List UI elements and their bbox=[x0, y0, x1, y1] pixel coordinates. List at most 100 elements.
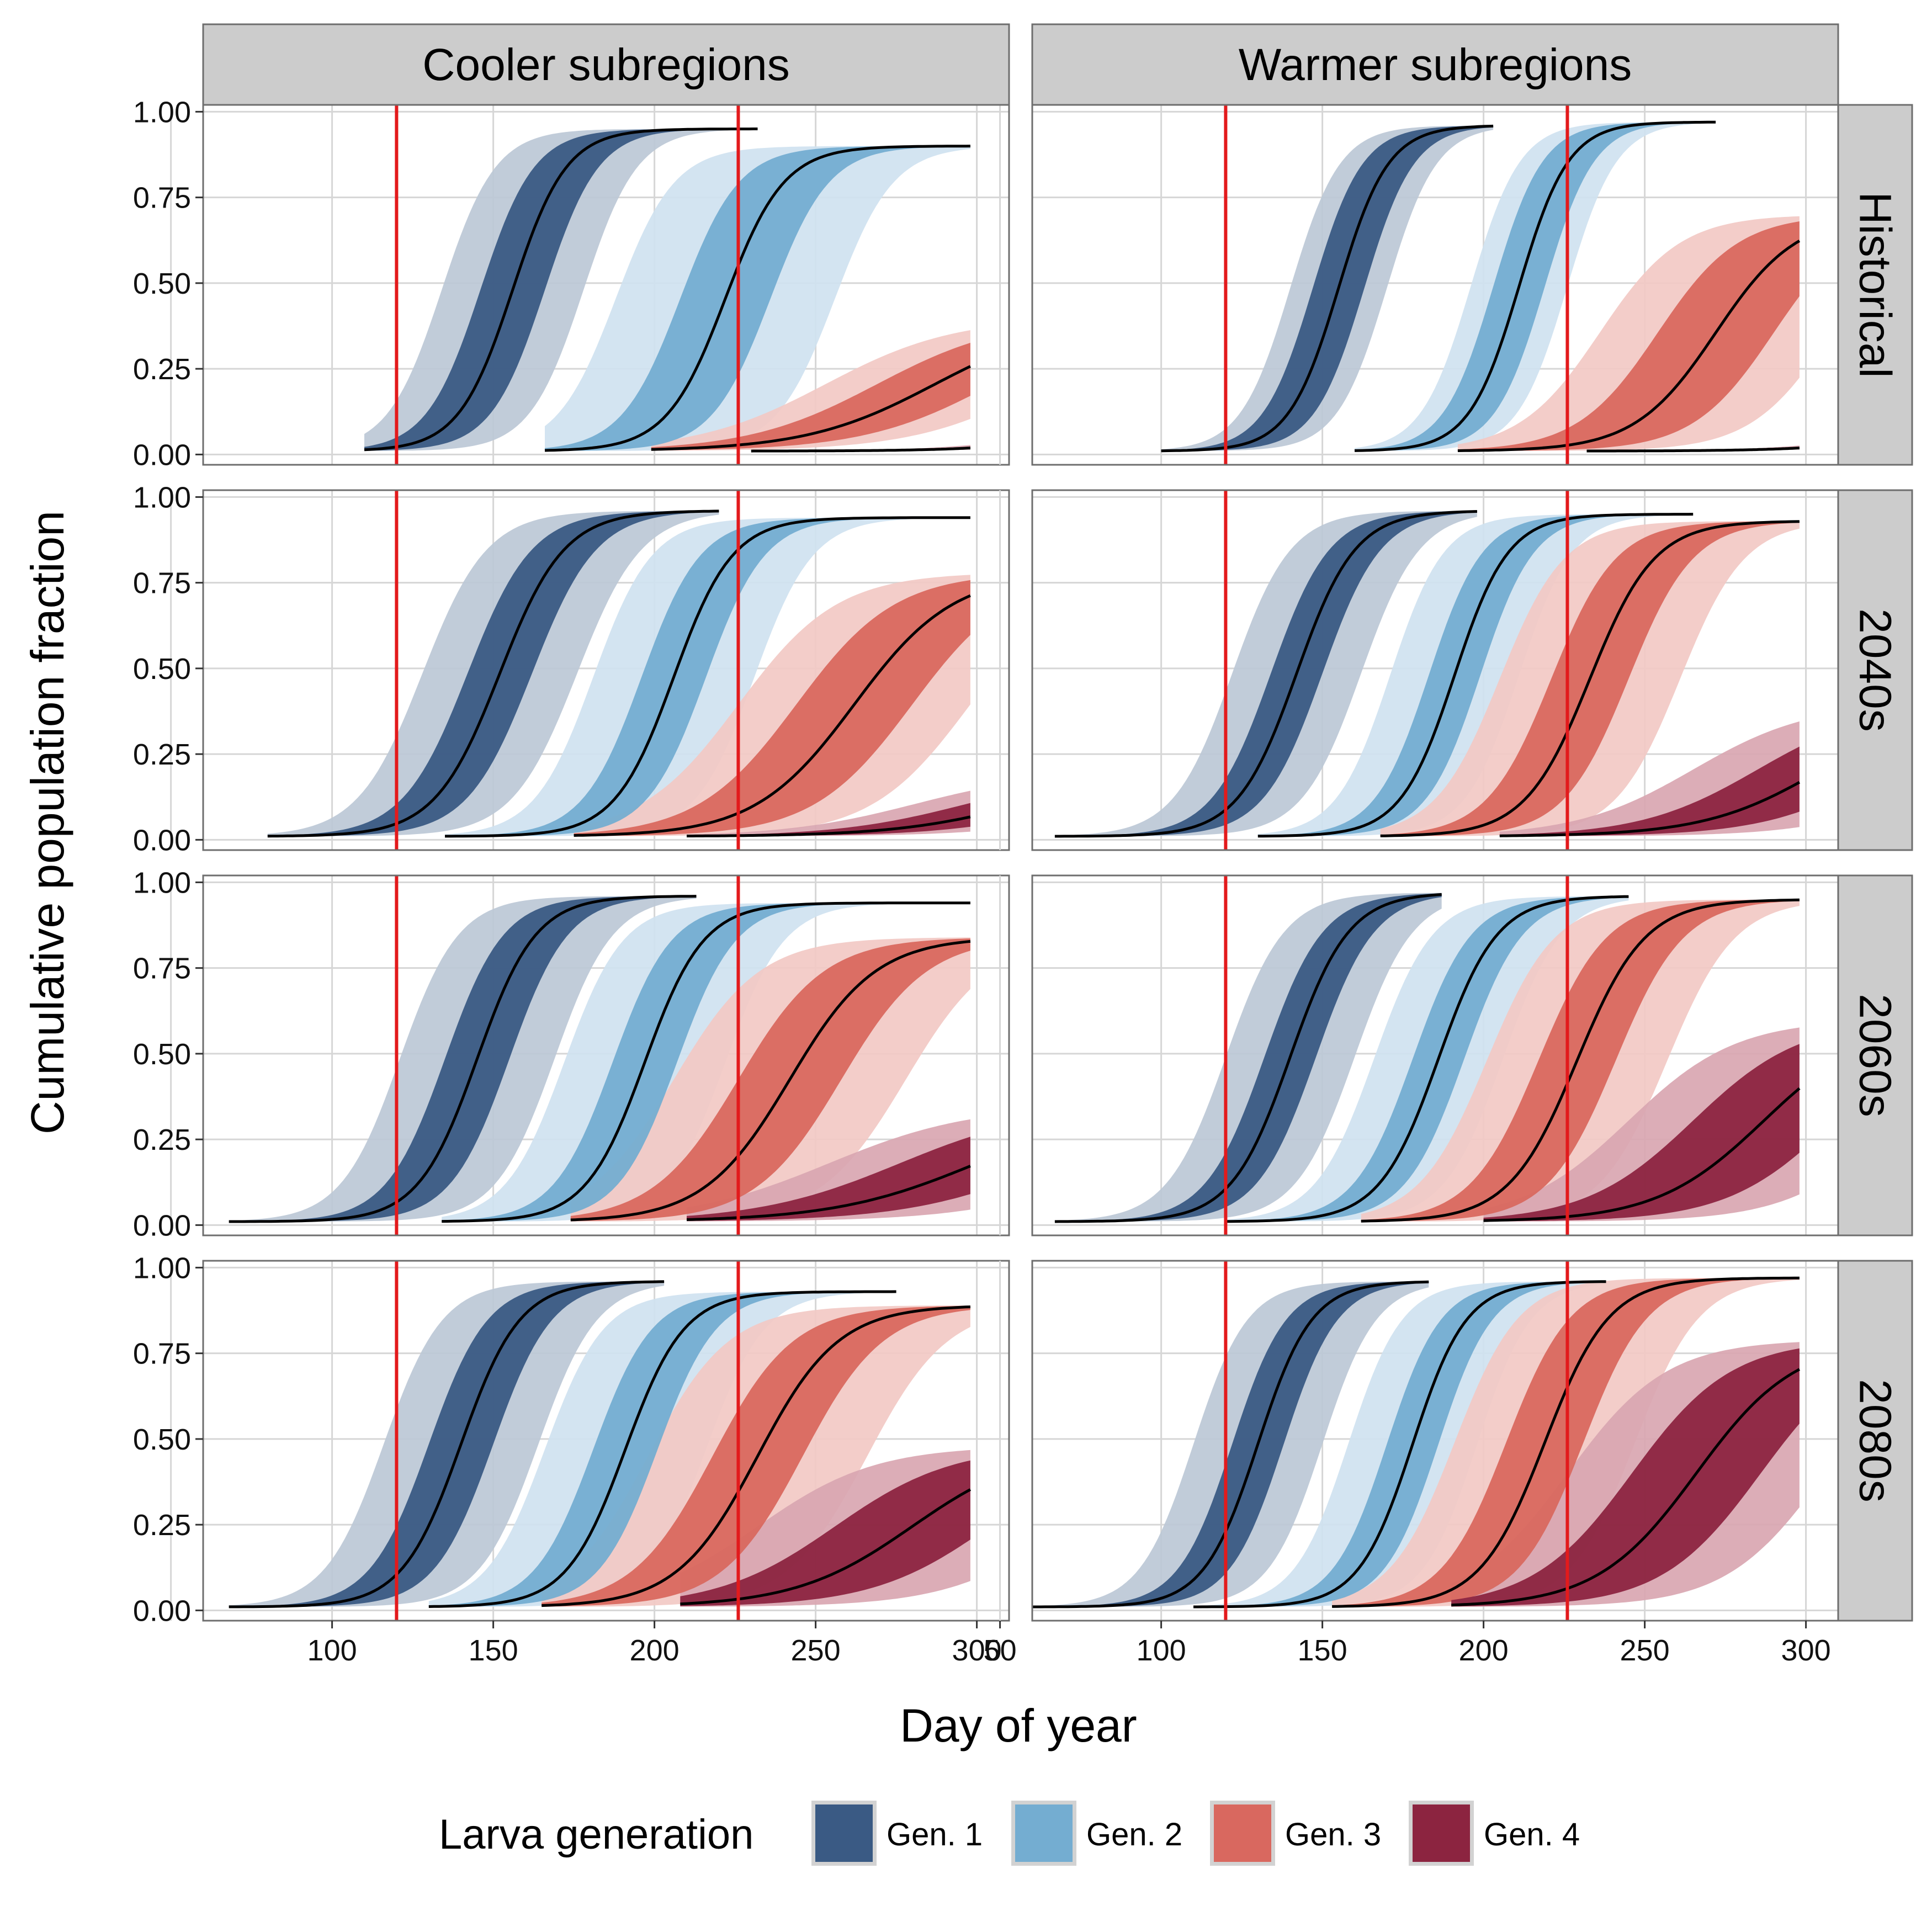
legend-item-gen-4: Gen. 4 bbox=[1409, 1801, 1580, 1866]
y-tick-label: 0.25 bbox=[133, 353, 191, 386]
mean-line-gen-4 bbox=[1586, 447, 1800, 453]
legend-items: Gen. 1 Gen. 2 Gen. 3 Gen. 4 bbox=[811, 1801, 1580, 1866]
panel-cooler-2060s bbox=[170, 874, 1010, 1236]
mean-line-gen-1 bbox=[1054, 893, 1442, 1223]
mean-line-gen-3 bbox=[651, 365, 971, 451]
y-tick-label: 0.50 bbox=[133, 652, 191, 686]
mean-line-gen-1 bbox=[1161, 124, 1494, 453]
y-tick-label: 1.00 bbox=[133, 866, 191, 899]
row-strip-2040s bbox=[1837, 489, 1913, 851]
facet-strips: Cooler subregions Warmer subregions Histor… bbox=[202, 23, 1913, 1622]
panel-border bbox=[202, 874, 1010, 1236]
inner-band-gen-1 bbox=[229, 896, 697, 1222]
mean-line-gen-3 bbox=[1380, 520, 1800, 837]
panel-warmer-2080s bbox=[999, 1260, 1839, 1622]
column-strip-warmer bbox=[1031, 23, 1839, 106]
panel-cooler-2080s bbox=[170, 1260, 1010, 1622]
panel-warmer-historical bbox=[999, 104, 1839, 466]
y-tick-label: 0.00 bbox=[133, 1594, 191, 1627]
axes: 0.00 0.25 0.50 0.75 1.00 0.00 0.25 0.50 0.75 1.00… bbox=[133, 95, 1831, 1667]
y-tick-label: 0.50 bbox=[133, 1423, 191, 1456]
inner-band-gen-1 bbox=[267, 511, 719, 836]
mean-line-gen-3 bbox=[542, 1305, 970, 1607]
y-tick-label: 0.00 bbox=[133, 1209, 191, 1242]
chart-panels bbox=[170, 104, 1839, 1622]
mean-line-gen-2 bbox=[1193, 1280, 1606, 1609]
y-tick-label: 0.50 bbox=[133, 1038, 191, 1071]
row-strip-2080s bbox=[1837, 1260, 1913, 1622]
mean-line-gen-4 bbox=[686, 1164, 971, 1221]
column-strip-label: Cooler subregions bbox=[422, 40, 790, 90]
inner-band-gen-3 bbox=[570, 938, 970, 1222]
x-tick-label: 150 bbox=[1298, 1634, 1347, 1667]
mean-line-gen-1 bbox=[229, 1280, 665, 1609]
inner-band-gen-1 bbox=[1161, 125, 1494, 451]
mean-line-gen-1 bbox=[364, 128, 758, 452]
y-tick-label: 0.25 bbox=[133, 1509, 191, 1542]
mean-line-gen-4 bbox=[1483, 1087, 1801, 1222]
mean-line-gen-2 bbox=[1354, 120, 1716, 452]
x-tick-label: 250 bbox=[1620, 1634, 1670, 1667]
inner-band-gen-2 bbox=[1193, 1281, 1606, 1607]
mean-line-gen-4 bbox=[1499, 781, 1801, 837]
x-tick-label: 150 bbox=[469, 1634, 518, 1667]
y-tick-label: 0.00 bbox=[133, 824, 191, 857]
panel-cooler-2040s bbox=[170, 489, 1010, 851]
panel-border bbox=[202, 1260, 1010, 1622]
row-strip-label: 2060s bbox=[1850, 994, 1901, 1117]
column-strip-cooler bbox=[202, 23, 1010, 106]
legend-label: Gen. 3 bbox=[1285, 1817, 1381, 1853]
inner-band-gen-3 bbox=[651, 343, 970, 450]
legend: Larva generation Gen. 1 Gen. 2 Gen. 3 Gen. … bbox=[439, 1801, 1580, 1866]
panel-warmer-2040s bbox=[999, 489, 1839, 851]
mean-line-gen-4 bbox=[751, 447, 971, 453]
inner-band-gen-2 bbox=[1355, 122, 1716, 451]
mean-line-gen-1 bbox=[229, 895, 697, 1223]
row-strip-label: 2080s bbox=[1850, 1379, 1901, 1502]
row-strip-label: Historical bbox=[1850, 192, 1901, 378]
inner-band-gen-1 bbox=[1054, 511, 1477, 837]
inner-band-gen-4 bbox=[680, 1460, 970, 1606]
mean-line-gen-4 bbox=[680, 1488, 972, 1606]
inner-band-gen-3 bbox=[1457, 221, 1800, 451]
mean-line-gen-1 bbox=[267, 509, 719, 838]
mean-line-gen-2 bbox=[445, 516, 970, 838]
inner-band-gen-2 bbox=[428, 1291, 896, 1607]
mean-line-gen-2 bbox=[1225, 895, 1629, 1223]
outer-band-gen-2 bbox=[445, 517, 970, 837]
inner-band-gen-4 bbox=[1451, 1348, 1800, 1607]
x-tick-label: 300 bbox=[952, 1634, 1002, 1667]
mean-line-gen-3 bbox=[1457, 240, 1801, 452]
legend-label: Gen. 1 bbox=[887, 1817, 983, 1853]
outer-band-gen-1 bbox=[1054, 511, 1477, 837]
x-tick-label: 100 bbox=[1137, 1634, 1186, 1667]
y-tick-label: 0.75 bbox=[133, 952, 191, 985]
mean-line-gen-2 bbox=[544, 145, 970, 452]
y-tick-label: 0.25 bbox=[133, 1123, 191, 1156]
y-tick-label: 0.25 bbox=[133, 738, 191, 771]
inner-band-gen-2 bbox=[1257, 514, 1694, 836]
panel-cooler-historical bbox=[170, 104, 1010, 466]
x-tick-label: 300 bbox=[1781, 1634, 1831, 1667]
x-tick-label: 100 bbox=[307, 1634, 357, 1667]
inner-band-gen-3 bbox=[542, 1305, 970, 1607]
inner-band-gen-3 bbox=[1361, 899, 1800, 1222]
row-strip-label: 2040s bbox=[1850, 608, 1901, 731]
inner-band-gen-2 bbox=[1225, 896, 1629, 1222]
x-axis-title: Day of year bbox=[900, 1700, 1137, 1751]
legend-swatch bbox=[815, 1804, 873, 1862]
inner-band-gen-2 bbox=[545, 146, 970, 451]
outer-band-gen-1 bbox=[1032, 1281, 1429, 1607]
inner-band-gen-4 bbox=[1483, 1044, 1800, 1222]
mean-line-gen-3 bbox=[570, 940, 971, 1222]
legend-swatch bbox=[1214, 1804, 1271, 1862]
mean-line-gen-3 bbox=[574, 594, 971, 837]
legend-swatch bbox=[1015, 1804, 1073, 1862]
y-tick-label: 0.75 bbox=[133, 182, 191, 215]
x-tick-label: 200 bbox=[1459, 1634, 1509, 1667]
inner-band-gen-2 bbox=[442, 903, 970, 1222]
mean-line-gen-4 bbox=[687, 815, 971, 837]
x-tick-label: 50 bbox=[984, 1634, 1017, 1667]
y-tick-label: 0.00 bbox=[133, 438, 191, 471]
